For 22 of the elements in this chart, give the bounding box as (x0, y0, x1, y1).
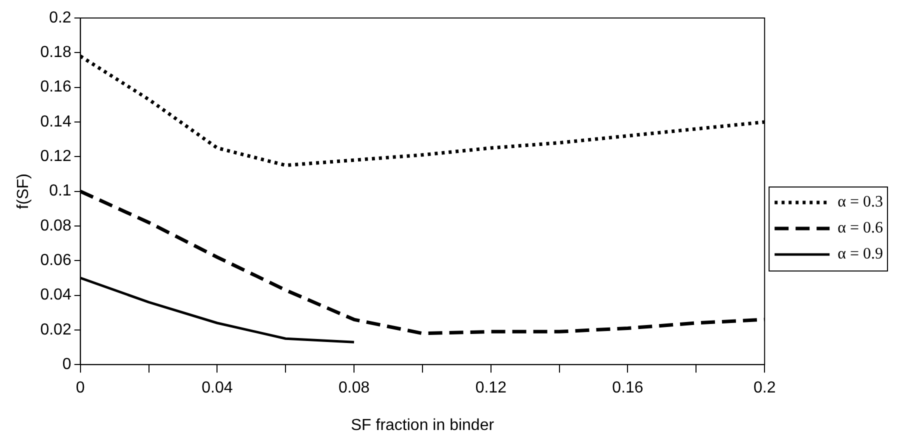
legend-label: α = 0.9 (838, 246, 883, 263)
y-tick-label: 0.1 (49, 182, 72, 200)
y-tick-label: 0.02 (40, 321, 72, 338)
y-tick-label: 0.2 (49, 9, 72, 26)
y-tick-label: 0.14 (40, 113, 72, 130)
x-axis-title: SF fraction in binder (350, 416, 495, 434)
legend-label: α = 0.3 (838, 194, 883, 211)
y-tick-label: 0.08 (40, 217, 72, 234)
legend-label: α = 0.6 (838, 220, 883, 237)
y-tick-label: 0.06 (40, 252, 72, 270)
x-tick-label: 0.2 (753, 380, 776, 397)
x-tick-label: 0 (76, 380, 85, 397)
y-tick-label: 0.12 (40, 148, 72, 166)
y-tick-label: 0.04 (40, 286, 72, 304)
y-axis-title: f(SF) (15, 174, 32, 210)
x-tick-label: 0.04 (202, 380, 233, 397)
y-tick-label: 0.18 (40, 44, 72, 62)
x-tick-label: 0.12 (475, 380, 507, 397)
y-tick-label: 0.16 (40, 78, 72, 96)
y-tick-label: 0 (62, 356, 72, 374)
x-tick-label: 0.08 (338, 380, 370, 397)
x-tick-label: 0.16 (612, 380, 644, 397)
